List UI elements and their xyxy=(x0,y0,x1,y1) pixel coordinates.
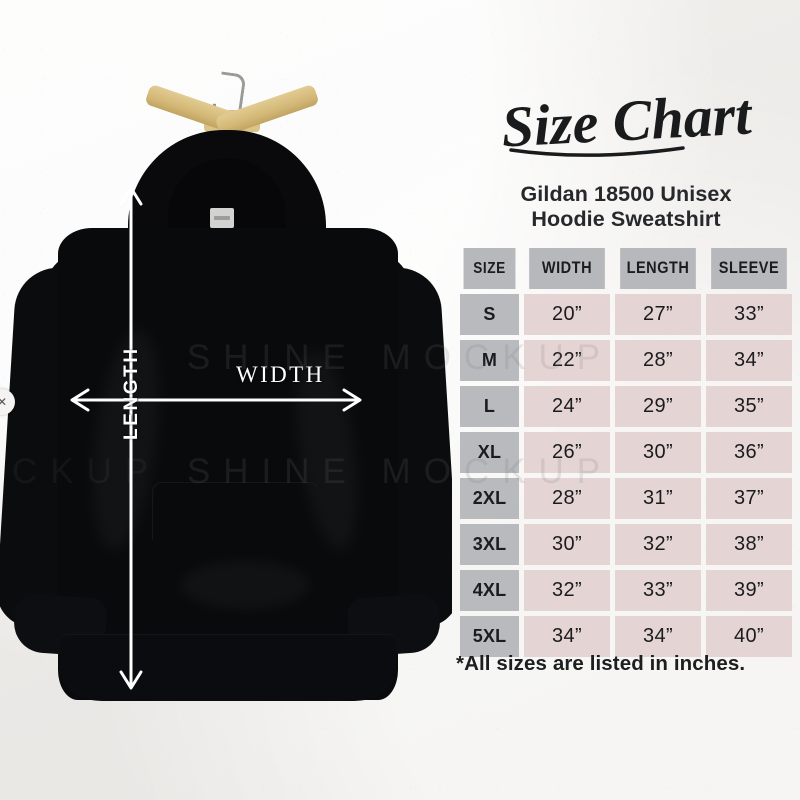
table-row: L 24” 29” 35” xyxy=(460,386,792,427)
chart-panel: Size Chart Gildan 18500 Unisex Hoodie Sw… xyxy=(452,0,800,800)
cell-size: XL xyxy=(460,432,519,473)
svg-text:Size Chart: Size Chart xyxy=(500,84,755,160)
cell-sleeve: 38” xyxy=(706,524,792,565)
hoodie-hem xyxy=(60,634,396,701)
cell-sleeve: 33” xyxy=(706,294,792,335)
table-row: XL 26” 30” 36” xyxy=(460,432,792,473)
cell-length: 34” xyxy=(615,616,701,657)
table-row: 2XL 28” 31” 37” xyxy=(460,478,792,519)
hoodie-body xyxy=(58,228,398,700)
hanger xyxy=(144,83,320,177)
cell-sleeve: 36” xyxy=(706,432,792,473)
cell-length: 28” xyxy=(615,340,701,381)
table-row: 3XL 30” 32” 38” xyxy=(460,524,792,565)
subtitle-line-2: Hoodie Sweatshirt xyxy=(531,207,721,231)
cell-width: 24” xyxy=(524,386,610,427)
column-header-length: LENGTH xyxy=(620,248,696,289)
table-row: 5XL 34” 34” 40” xyxy=(460,616,792,657)
cell-sleeve: 35” xyxy=(706,386,792,427)
hoodie-garment xyxy=(0,130,452,701)
cell-length: 30” xyxy=(615,432,701,473)
close-icon[interactable]: ✕ xyxy=(0,389,15,415)
cell-sleeve: 34” xyxy=(706,340,792,381)
cell-size: L xyxy=(460,386,519,427)
column-header-width: WIDTH xyxy=(529,248,605,289)
product-subtitle: Gildan 18500 Unisex Hoodie Sweatshirt xyxy=(452,182,800,232)
cell-size: 2XL xyxy=(460,478,519,519)
footnote: *All sizes are listed in inches. xyxy=(456,652,746,675)
cell-length: 27” xyxy=(615,294,701,335)
hoodie-neck-label xyxy=(210,208,234,228)
cell-width: 28” xyxy=(524,478,610,519)
page-title: Size Chart xyxy=(462,84,792,162)
cell-size: 5XL xyxy=(460,616,519,657)
size-chart-table: SIZE WIDTH LENGTH SLEEVE S 20” 27” 33” M 22” 28” 34… xyxy=(460,248,792,662)
cell-width: 30” xyxy=(524,524,610,565)
size-chart-script-title: Size Chart xyxy=(500,84,755,160)
cell-length: 32” xyxy=(615,524,701,565)
product-photo: SHINE MOCKUP WIDTH LENGTH ✕ xyxy=(0,0,452,800)
cell-size: 3XL xyxy=(460,524,519,565)
cell-size: 4XL xyxy=(460,570,519,611)
cell-sleeve: 39” xyxy=(706,570,792,611)
cell-sleeve: 40” xyxy=(706,616,792,657)
cell-width: 34” xyxy=(524,616,610,657)
cell-length: 33” xyxy=(615,570,701,611)
table-row: 4XL 32” 33” 39” xyxy=(460,570,792,611)
column-header-size: SIZE xyxy=(463,248,516,289)
table-row: M 22” 28” 34” xyxy=(460,340,792,381)
cell-size: S xyxy=(460,294,519,335)
cell-width: 26” xyxy=(524,432,610,473)
table-row: S 20” 27” 33” xyxy=(460,294,792,335)
subtitle-line-1: Gildan 18500 Unisex xyxy=(520,182,732,206)
cell-sleeve: 37” xyxy=(706,478,792,519)
cell-width: 32” xyxy=(524,570,610,611)
cell-width: 20” xyxy=(524,294,610,335)
cell-length: 29” xyxy=(615,386,701,427)
table-header-row: SIZE WIDTH LENGTH SLEEVE xyxy=(460,248,792,289)
column-header-sleeve: SLEEVE xyxy=(711,248,787,289)
cell-size: M xyxy=(460,340,519,381)
cell-width: 22” xyxy=(524,340,610,381)
cell-length: 31” xyxy=(615,478,701,519)
